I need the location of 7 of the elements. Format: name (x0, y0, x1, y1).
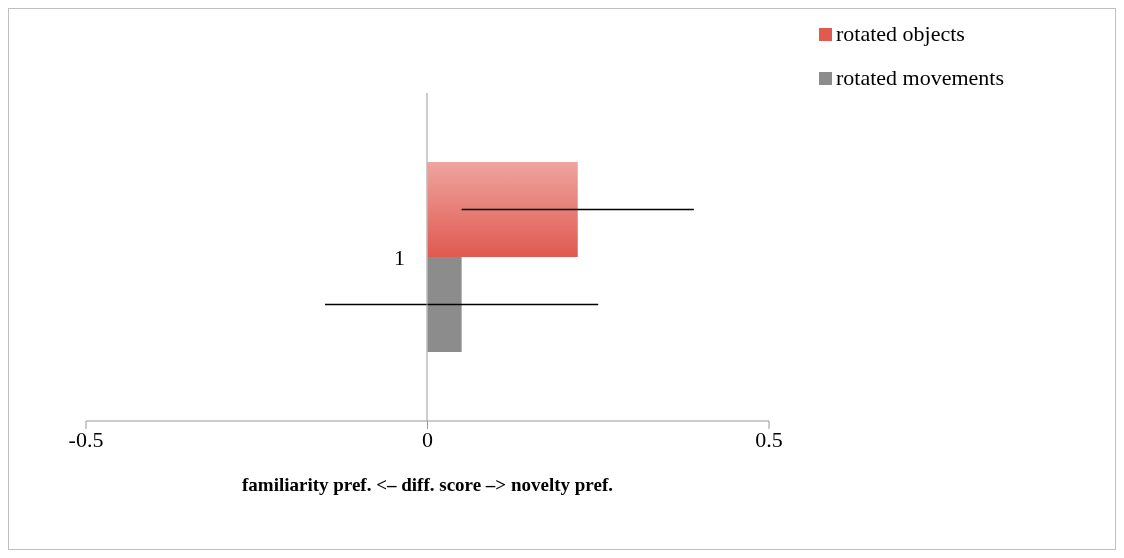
x-tick-label: 0 (422, 426, 433, 452)
y-tick-label: 1 (394, 245, 405, 270)
legend-label: rotated movements (836, 65, 1005, 91)
x-tick-label: -0.5 (68, 426, 104, 452)
x-axis-title: familiarity pref. <– diff. score –> novelty pref. (242, 474, 613, 495)
legend-label: rotated objects (836, 21, 965, 47)
x-tick-label: 0.5 (755, 426, 783, 452)
